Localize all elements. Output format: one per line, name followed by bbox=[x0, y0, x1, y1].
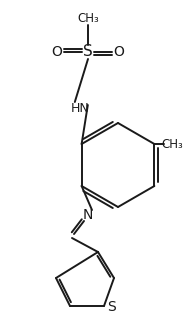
Text: N: N bbox=[83, 208, 93, 222]
Text: CH₃: CH₃ bbox=[162, 137, 183, 150]
Text: CH₃: CH₃ bbox=[77, 11, 99, 25]
Text: HN: HN bbox=[70, 101, 89, 114]
Text: S: S bbox=[108, 300, 116, 314]
Text: S: S bbox=[83, 44, 93, 60]
Text: O: O bbox=[114, 45, 124, 59]
Text: O: O bbox=[51, 45, 63, 59]
